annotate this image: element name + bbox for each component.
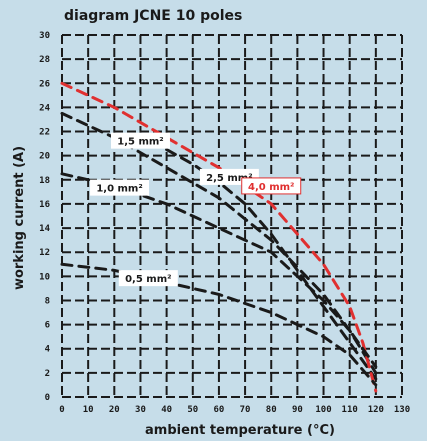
- y-tick-label-4: 8: [45, 296, 50, 306]
- x-tick-label-5: 50: [187, 405, 198, 415]
- x-tick-label-10: 100: [315, 405, 331, 415]
- y-tick-label-3: 6: [45, 321, 50, 331]
- x-tick-label-0: 0: [59, 405, 64, 415]
- y-tick-label-15: 30: [39, 31, 50, 41]
- y-tick-label-14: 28: [39, 55, 50, 65]
- y-tick-label-9: 18: [39, 176, 50, 186]
- series-label-0: 1,5 mm²: [117, 137, 163, 148]
- series-label-3: 1,0 mm²: [96, 184, 142, 195]
- y-tick-label-6: 12: [39, 248, 50, 258]
- x-tick-label-11: 110: [342, 405, 358, 415]
- tick-labels: 0 10 20 30 40 50 60 70 80 90 100 110 120 130024681012…: [39, 31, 410, 415]
- grid: [61, 34, 403, 398]
- x-tick-label-3: 30: [135, 405, 146, 415]
- y-tick-label-13: 26: [39, 79, 50, 89]
- x-axis-label: ambient temperature (°C): [145, 423, 335, 438]
- x-tick-label-9: 90: [292, 405, 303, 415]
- y-tick-label-2: 4: [45, 345, 51, 355]
- x-tick-label-4: 40: [161, 405, 172, 415]
- y-tick-label-0: 0: [45, 393, 50, 403]
- series-label-2: 4,0 mm²: [248, 182, 294, 193]
- series-label-box-2: [241, 177, 302, 195]
- y-tick-label-7: 14: [39, 224, 50, 234]
- y-tick-label-10: 20: [39, 152, 50, 162]
- series-label-box-3: [90, 179, 150, 196]
- y-tick-label-5: 10: [39, 272, 50, 282]
- chart-title: diagram JCNE 10 poles: [64, 8, 242, 24]
- x-tick-label-13: 130: [394, 405, 410, 415]
- y-tick-label-11: 22: [39, 128, 50, 138]
- series-label-4: 0,5 mm²: [125, 274, 171, 285]
- series-label-box-0: [110, 132, 170, 149]
- y-axis-label: working current (A): [12, 146, 27, 290]
- x-tick-label-8: 80: [266, 405, 277, 415]
- x-tick-label-6: 60: [214, 405, 225, 415]
- y-tick-label-12: 24: [39, 103, 50, 113]
- y-tick-label-1: 2: [45, 369, 50, 379]
- x-tick-label-1: 10: [83, 405, 94, 415]
- x-tick-label-12: 120: [368, 405, 384, 415]
- series-label-1: 2,5 mm²: [206, 173, 252, 184]
- series-line-2: [60, 81, 378, 393]
- series-label-box-4: [118, 270, 178, 287]
- y-tick-label-8: 16: [39, 200, 50, 210]
- x-tick-label-7: 70: [240, 405, 251, 415]
- x-tick-label-2: 20: [109, 405, 120, 415]
